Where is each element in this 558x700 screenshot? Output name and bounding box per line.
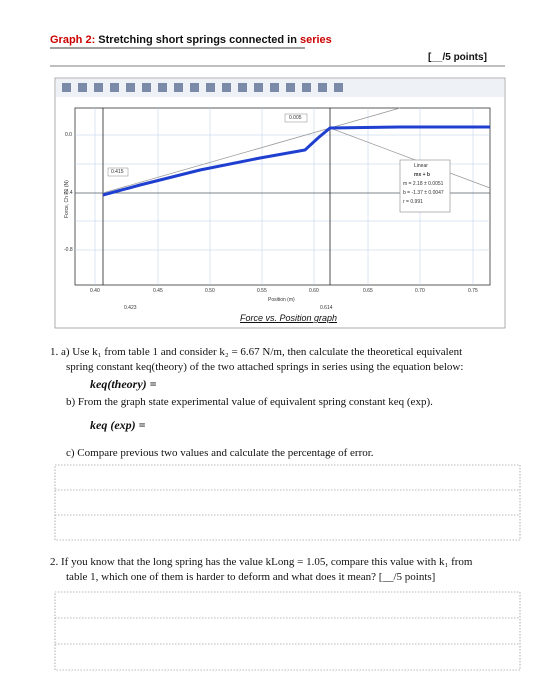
graph-caption: Force vs. Position graph [240, 313, 338, 323]
fit-line [102, 107, 401, 194]
title: Stretching short springs connected in [95, 34, 300, 46]
x-tick-label: 0.70 [415, 288, 425, 294]
y-tick-label: 0.0 [65, 132, 72, 138]
formula: keq(theory) = [90, 377, 157, 391]
fit-equation: mx + b [414, 172, 430, 178]
graph-label: Graph 2: [50, 34, 96, 46]
title-end: series [299, 34, 332, 46]
callout: 0.614 [320, 305, 333, 311]
callout: 0.423 [124, 305, 137, 311]
x-tick-label: 0.60 [309, 288, 319, 294]
fit-m: m = 2.18 ± 0.0051 [403, 181, 444, 187]
x-tick-label: 0.65 [363, 288, 373, 294]
fit-b: b = -1.37 ± 0.0047 [403, 190, 444, 196]
title-row: Graph 2: Stretching short springs connec… [50, 34, 332, 46]
x-tick-label: 0.55 [257, 288, 267, 294]
x-axis-label: Position (m) [268, 297, 295, 303]
formula: keq (exp) = [90, 418, 146, 432]
callout: 0.005 [289, 115, 302, 121]
question-text: b) From the graph state experimental val… [66, 396, 433, 408]
y-tick-label: -0.8 [64, 247, 73, 253]
fit-r: r = 0.991 [403, 199, 423, 205]
question-text: spring constant keq(theory) of the two a… [66, 361, 464, 373]
fit-box [399, 159, 451, 213]
y-axis-label: Force, Ch P1 (N) [64, 180, 70, 218]
x-tick-label: 0.40 [90, 288, 100, 294]
x-tick-label: 0.50 [205, 288, 215, 294]
question-text: 2. If you know that the long spring has … [50, 556, 473, 568]
callout: 0.415 [111, 169, 124, 175]
fit-title: Linear [414, 163, 428, 169]
question-text: 1. a) Use k₁ from table 1 and consider k… [50, 346, 463, 358]
data-curve [102, 125, 490, 197]
callout-box [107, 167, 129, 177]
toolbar [56, 79, 504, 97]
x-tick-label: 0.45 [153, 288, 163, 294]
callout-box [284, 113, 308, 123]
fit-line [329, 127, 491, 189]
toolbar-icons [62, 83, 343, 92]
points: [__/5 points] [428, 52, 487, 63]
answer-lines [54, 464, 521, 671]
y-tick-label: -0.4 [64, 190, 73, 196]
question-text: table 1, which one of them is harder to … [66, 571, 436, 583]
question-text: c) Compare previous two values and calcu… [66, 447, 374, 459]
x-tick-label: 0.75 [468, 288, 478, 294]
